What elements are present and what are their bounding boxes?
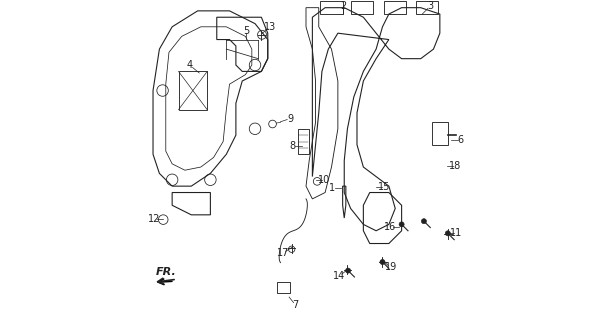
Circle shape <box>446 231 450 236</box>
Circle shape <box>380 260 385 265</box>
Text: 15: 15 <box>378 182 390 192</box>
Text: 13: 13 <box>264 22 277 32</box>
Text: 19: 19 <box>385 262 397 272</box>
Text: 5: 5 <box>244 26 250 36</box>
Circle shape <box>399 222 404 227</box>
Text: 6: 6 <box>458 135 464 145</box>
Text: 10: 10 <box>318 175 330 185</box>
Text: 18: 18 <box>449 161 461 172</box>
Text: 9: 9 <box>287 114 293 124</box>
Text: 16: 16 <box>384 222 396 232</box>
Text: 7: 7 <box>293 300 299 310</box>
Text: 2: 2 <box>340 1 346 11</box>
Text: 8: 8 <box>289 141 296 151</box>
Text: FR.: FR. <box>156 267 177 277</box>
Text: 3: 3 <box>427 1 433 11</box>
Text: 4: 4 <box>187 60 193 70</box>
Text: 1: 1 <box>329 183 335 193</box>
Circle shape <box>422 219 427 224</box>
Text: 12: 12 <box>147 214 160 224</box>
Text: 17: 17 <box>277 248 289 258</box>
Circle shape <box>346 268 351 273</box>
Text: 14: 14 <box>334 271 346 281</box>
FancyArrowPatch shape <box>159 279 172 284</box>
Text: 11: 11 <box>450 228 463 238</box>
